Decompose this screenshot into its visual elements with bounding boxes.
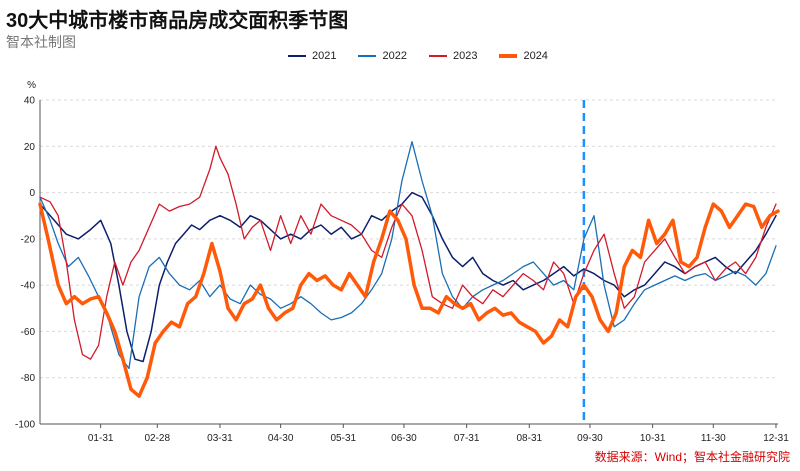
y-tick-label: 20 bbox=[24, 142, 36, 153]
legend-label-2022: 2022 bbox=[382, 50, 407, 62]
chart-subtitle: 智本社制图 bbox=[6, 34, 76, 50]
x-tick-label: 08-31 bbox=[517, 433, 543, 444]
x-tick-label: 11-30 bbox=[701, 433, 726, 444]
legend-swatch-2022 bbox=[358, 55, 377, 57]
x-tick-label: 01-31 bbox=[88, 433, 114, 444]
legend-item-2022: 2022 bbox=[358, 50, 407, 62]
y-axis-unit: % bbox=[27, 80, 36, 91]
x-tick-label: 02-28 bbox=[144, 433, 170, 444]
x-tick-label: 10-31 bbox=[640, 433, 666, 444]
legend-swatch-2023 bbox=[428, 55, 447, 57]
legend-item-2024: 2024 bbox=[499, 50, 548, 62]
legend-label-2024: 2024 bbox=[523, 50, 548, 62]
legend-swatch-2021 bbox=[288, 55, 306, 57]
series-line-2021 bbox=[39, 191, 777, 363]
y-tick-label: -80 bbox=[21, 373, 36, 384]
y-tick-label: 0 bbox=[29, 188, 35, 199]
legend-swatch-2024 bbox=[499, 54, 518, 58]
legend-label-2021: 2021 bbox=[312, 50, 337, 62]
series-line-2022 bbox=[39, 141, 777, 370]
y-tick-label: 40 bbox=[24, 96, 36, 107]
x-tick-label: 07-31 bbox=[454, 433, 480, 444]
series-line-2023 bbox=[39, 145, 777, 360]
legend-item-2023: 2023 bbox=[428, 50, 478, 62]
legend-item-2021: 2021 bbox=[288, 50, 336, 62]
legend: 2021 2022 2023 2024 bbox=[288, 50, 548, 62]
x-tick-label: 05-31 bbox=[330, 433, 356, 444]
legend-label-2023: 2023 bbox=[452, 50, 478, 62]
x-tick-label: 04-30 bbox=[268, 433, 294, 444]
x-tick-label: 12-31 bbox=[763, 433, 789, 444]
y-tick-label: -100 bbox=[15, 420, 35, 431]
y-tick-label: -40 bbox=[21, 281, 36, 292]
y-tick-label: -20 bbox=[21, 234, 36, 245]
x-tick-label: 06-30 bbox=[391, 433, 417, 444]
y-tick-label: -60 bbox=[21, 327, 36, 338]
x-tick-label: 03-31 bbox=[207, 433, 233, 444]
series-line-2024 bbox=[38, 202, 780, 398]
source-note: 数据来源：Wind；智本社金融研究院 bbox=[594, 450, 790, 464]
x-tick-label: 09-30 bbox=[577, 433, 603, 444]
chart-title: 30大中城市楼市商品房成交面积季节图 bbox=[6, 10, 349, 32]
